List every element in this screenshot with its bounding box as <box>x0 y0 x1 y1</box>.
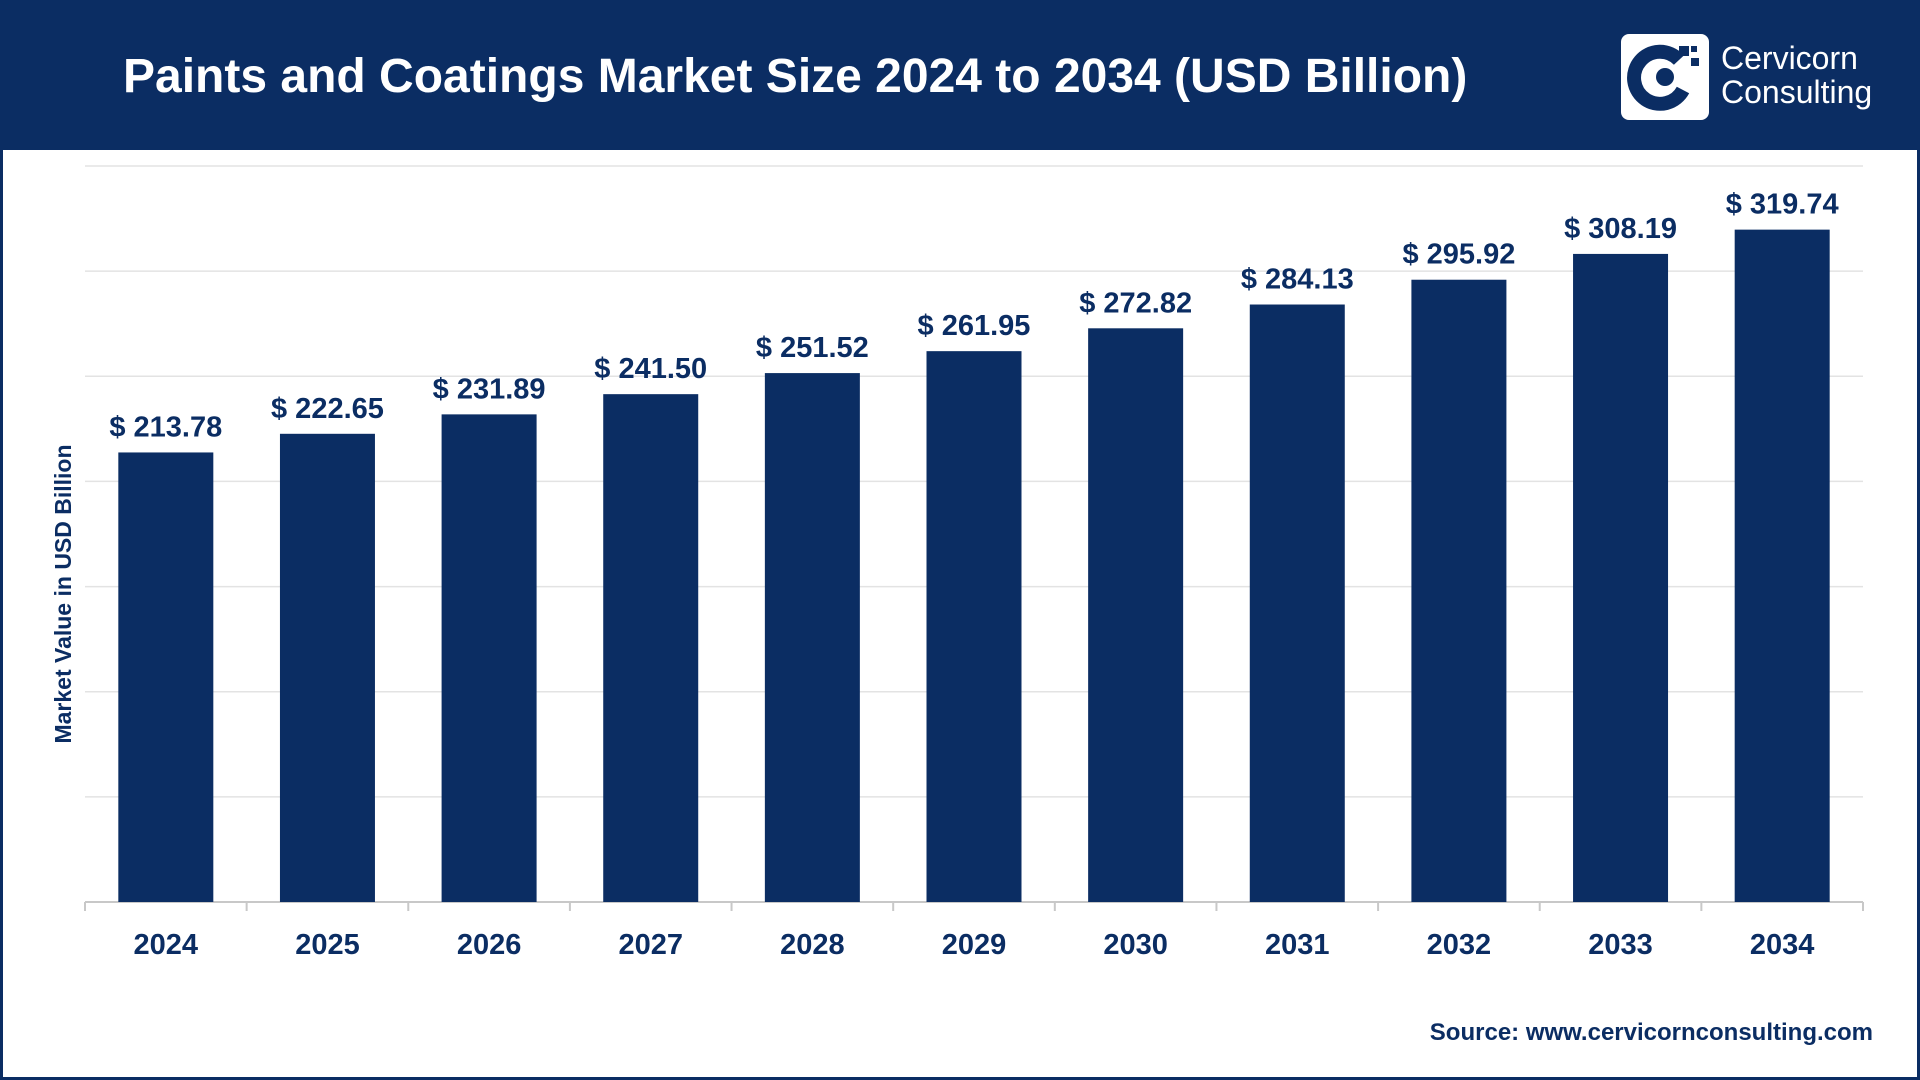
bar <box>926 351 1022 902</box>
header-bar: Paints and Coatings Market Size 2024 to … <box>3 3 1920 150</box>
data-label: $ 295.92 <box>1402 239 1515 271</box>
bar <box>1734 229 1830 902</box>
x-tick-label: 2030 <box>1103 929 1168 961</box>
chart-title: Paints and Coatings Market Size 2024 to … <box>123 50 1468 103</box>
logo-line-2: Consulting <box>1721 74 1873 110</box>
x-tick-label: 2024 <box>134 929 199 961</box>
x-tick-label: 2031 <box>1265 929 1330 961</box>
source-note: Source: www.cervicornconsulting.com <box>1429 1019 1873 1046</box>
logo-line-1: Cervicorn <box>1721 40 1858 76</box>
x-tick-label: 2034 <box>1750 929 1815 961</box>
x-tick-label: 2029 <box>942 929 1007 961</box>
bar <box>1249 304 1345 902</box>
x-tick-label: 2027 <box>618 929 683 961</box>
data-label: $ 284.13 <box>1241 264 1354 296</box>
data-label: $ 213.78 <box>109 411 222 443</box>
logo-icon <box>1621 34 1709 120</box>
data-label: $ 251.52 <box>756 332 869 364</box>
bar <box>1088 328 1184 902</box>
bar <box>279 433 375 902</box>
bar-chart: $ 213.78 2024 $ 222.65 2025 $ 231.89 2026 $ 24… <box>50 165 1864 961</box>
x-tick-label: 2026 <box>457 929 522 961</box>
data-label: $ 261.95 <box>918 310 1031 342</box>
data-label: $ 319.74 <box>1726 189 1839 221</box>
data-label: $ 231.89 <box>433 373 546 405</box>
bar <box>1411 279 1507 902</box>
bar <box>764 373 860 902</box>
data-label: $ 241.50 <box>594 353 707 385</box>
data-label: $ 272.82 <box>1079 287 1192 319</box>
logo-wordmark: Cervicorn Consulting <box>1721 41 1872 109</box>
x-tick-label: 2033 <box>1588 929 1653 961</box>
x-tick-label: 2032 <box>1427 929 1492 961</box>
data-label: $ 308.19 <box>1564 213 1677 245</box>
bar <box>603 394 699 902</box>
data-label: $ 222.65 <box>271 393 384 425</box>
bar <box>118 452 214 902</box>
bar <box>1573 253 1669 902</box>
y-axis-label: Market Value in USD Billion <box>50 444 76 743</box>
x-tick-label: 2028 <box>780 929 845 961</box>
x-tick-label: 2025 <box>295 929 360 961</box>
bar <box>441 414 537 902</box>
